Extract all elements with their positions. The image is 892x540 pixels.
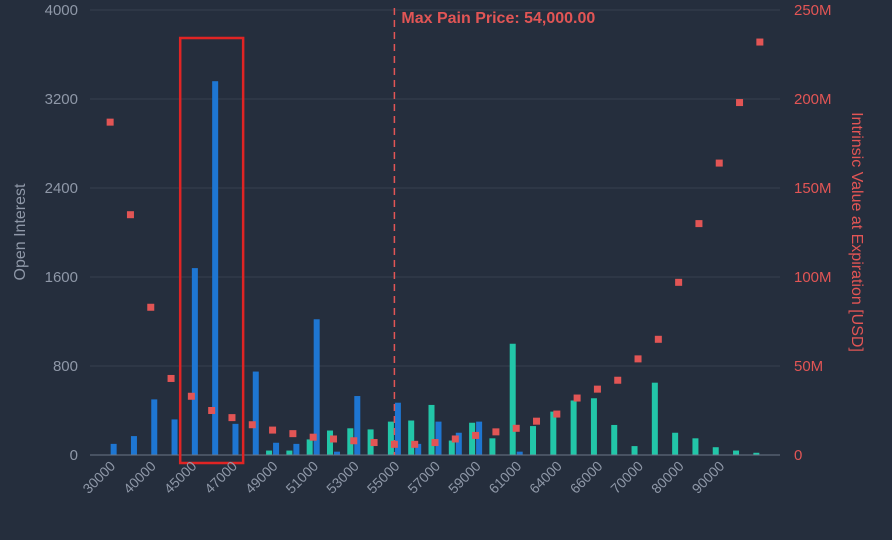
put-oi-bar (415, 443, 422, 455)
intrinsic-value-point (289, 430, 297, 438)
gridlines (90, 9, 780, 367)
put-oi-bar (151, 399, 158, 455)
put-oi-bar (354, 396, 361, 455)
intrinsic-value-point (736, 99, 744, 107)
left-tick-label: 0 (70, 447, 78, 464)
intrinsic-value-point (756, 38, 764, 46)
intrinsic-value-point (248, 421, 256, 429)
call-oi-bar (590, 398, 597, 455)
put-oi-bar (130, 436, 137, 455)
put-oi-bar (333, 451, 340, 455)
call-oi-bar (631, 446, 638, 455)
left-tick-label: 3200 (45, 91, 78, 108)
left-tick-label: 1600 (45, 269, 78, 286)
right-tick-label: 100M (794, 269, 832, 286)
intrinsic-value-point (675, 278, 683, 286)
put-oi-bar (273, 442, 280, 455)
call-oi-bar (611, 424, 618, 455)
intrinsic-value-point (614, 376, 622, 384)
call-oi-bar (550, 411, 557, 455)
intrinsic-value-point (533, 417, 541, 425)
highlight-box (178, 36, 245, 465)
put-oi-bar (252, 371, 259, 455)
call-oi-bar (286, 450, 293, 455)
call-oi-bar (733, 450, 740, 455)
call-oi-bar (408, 420, 415, 455)
call-oi-bar (326, 430, 333, 455)
right-axis-ticks: 0 50M 100M 150M 200M 250M (794, 2, 832, 464)
put-oi-bar (455, 432, 462, 455)
put-oi-bar (313, 319, 320, 455)
intrinsic-value-point (228, 414, 236, 422)
call-oi-bar (570, 400, 577, 455)
y-axis-title-right: Intrinsic Value at Expiration [USD] (848, 112, 865, 352)
intrinsic-value-point (512, 424, 520, 432)
intrinsic-value-point (208, 407, 216, 414)
put-oi-bar (435, 421, 442, 455)
intrinsic-value-point (147, 303, 155, 311)
put-oi-bar (293, 443, 300, 455)
call-oi-bar (306, 439, 313, 455)
left-tick-label: 800 (53, 358, 78, 375)
intrinsic-value-point (593, 385, 601, 393)
intrinsic-value-point (634, 355, 642, 363)
intrinsic-value-point (269, 426, 277, 434)
call-oi-bar (692, 438, 699, 455)
intrinsic-value-point (329, 435, 337, 443)
intrinsic-value-point (573, 394, 581, 402)
right-tick-label: 50M (794, 358, 823, 375)
call-oi-bar (428, 404, 435, 455)
intrinsic-value-point (370, 439, 378, 447)
put-oi-bar (212, 81, 219, 455)
intrinsic-value-point (492, 428, 500, 436)
put-oi-bar (171, 419, 178, 455)
put-oi-bar (191, 268, 198, 455)
put-oi-bar (394, 402, 401, 455)
intrinsic-value-point (167, 374, 175, 382)
intrinsic-value-point (654, 335, 662, 343)
put-oi-bar (110, 443, 117, 455)
left-tick-label: 2400 (45, 180, 78, 197)
call-oi-bar (530, 426, 537, 455)
intrinsic-value-point (695, 220, 703, 228)
intrinsic-value-point (431, 439, 439, 447)
intrinsic-value-point (187, 392, 195, 400)
intrinsic-value-point (126, 211, 134, 219)
left-tick-label: 4000 (45, 2, 78, 19)
intrinsic-value-point (715, 159, 723, 167)
call-oi-bar (266, 450, 273, 455)
left-axis-ticks: 0 800 1600 2400 3200 4000 (45, 2, 78, 464)
right-tick-label: 200M (794, 91, 832, 108)
intrinsic-value-point (472, 431, 480, 439)
right-tick-label: 250M (794, 2, 832, 19)
call-oi-bar (712, 447, 719, 455)
call-oi-bar (753, 452, 760, 455)
intrinsic-value-point (553, 410, 561, 418)
call-oi-bar (509, 343, 516, 455)
put-oi-bar (516, 451, 523, 455)
call-oi-bar (489, 438, 496, 455)
call-oi-bar (448, 440, 455, 455)
right-tick-label: 0 (794, 447, 802, 464)
max-pain-label: Max Pain Price: 54,000.00 (401, 10, 595, 27)
right-tick-label: 150M (794, 180, 832, 197)
call-oi-bar (672, 432, 679, 455)
call-oi-bar (387, 421, 394, 455)
y-axis-title-left: Open Interest (12, 183, 29, 281)
intrinsic-value-point (106, 118, 114, 126)
intrinsic-value-point (309, 433, 317, 441)
call-oi-bar (651, 382, 658, 455)
intrinsic-value-point (350, 437, 358, 445)
put-oi-bar (232, 423, 239, 455)
intrinsic-value-point (411, 440, 419, 448)
intrinsic-value-point (451, 435, 459, 443)
